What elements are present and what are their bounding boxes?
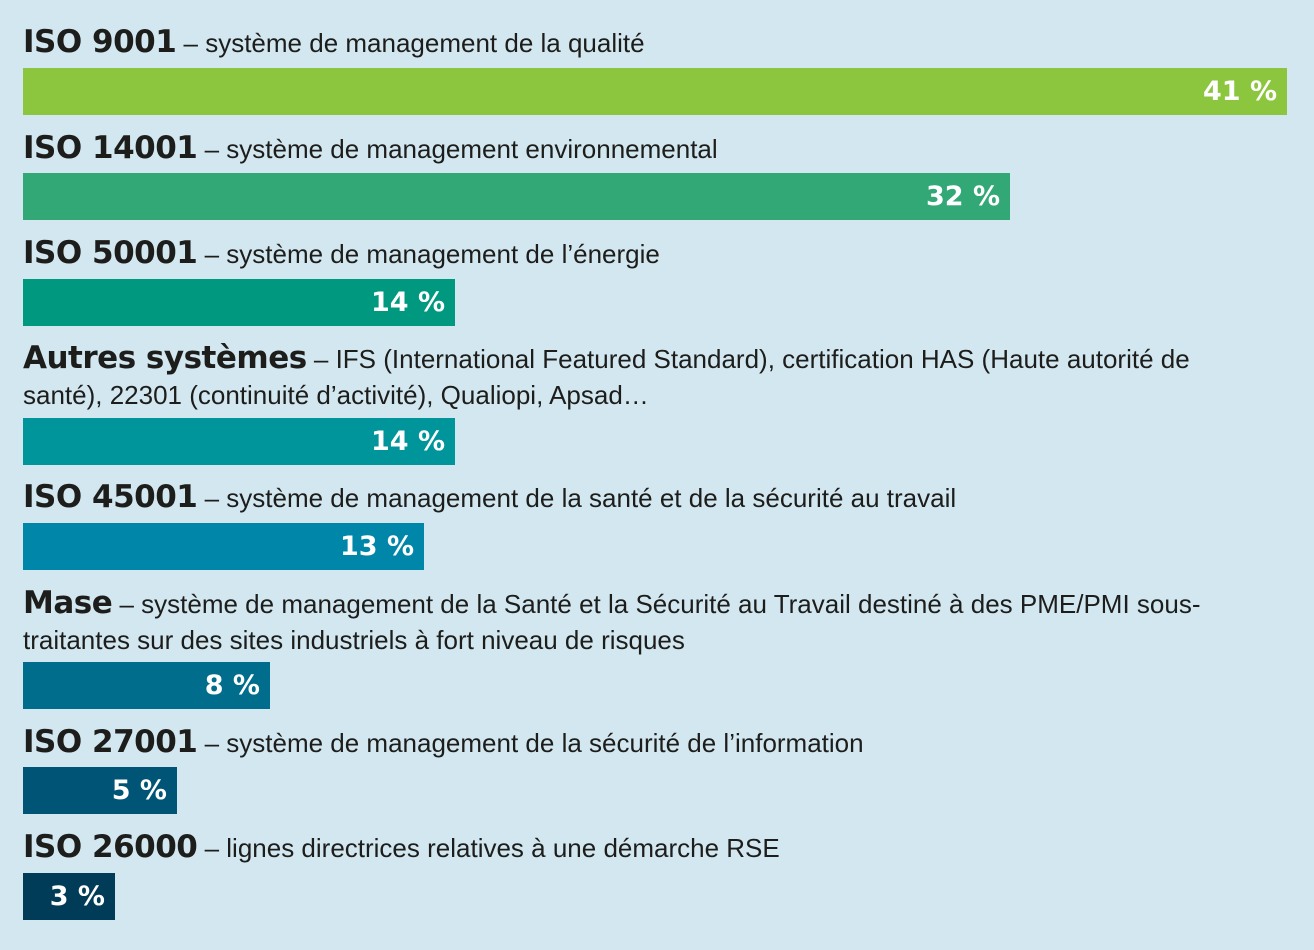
category-description: – système de management de la qualité <box>176 28 645 58</box>
category-label: Autres systèmes – IFS (International Fea… <box>23 340 1243 413</box>
bar-value-label: 14 % <box>370 426 445 457</box>
category-name: ISO 14001 <box>23 130 198 166</box>
category-name: ISO 27001 <box>23 724 198 760</box>
category-label: ISO 26000 – lignes directrices relatives… <box>23 829 1243 866</box>
bar-value-label: 32 % <box>925 181 1000 212</box>
category-description: – système de management de la Santé et l… <box>23 589 1201 655</box>
category-name: ISO 45001 <box>23 479 198 515</box>
category-name: Autres systèmes <box>23 340 307 376</box>
bar: 41 % <box>23 68 1287 115</box>
category-description: – système de management de la sécurité d… <box>197 728 864 758</box>
bar: 14 % <box>23 279 455 326</box>
category-description: – système de management de la santé et d… <box>197 483 957 513</box>
bar: 8 % <box>23 662 270 709</box>
bar: 5 % <box>23 767 177 814</box>
category-label: ISO 9001 – système de management de la q… <box>23 24 1243 61</box>
bar: 3 % <box>23 873 115 920</box>
category-name: ISO 9001 <box>23 24 177 60</box>
category-name: ISO 26000 <box>23 829 198 865</box>
bar-value-label: 13 % <box>339 531 414 562</box>
bar: 13 % <box>23 523 424 570</box>
category-description: – lignes directrices relatives à une dém… <box>197 833 780 863</box>
bar-value-label: 41 % <box>1202 76 1277 107</box>
category-name: ISO 50001 <box>23 235 198 271</box>
category-label: ISO 14001 – système de management enviro… <box>23 130 1243 167</box>
category-label: ISO 27001 – système de management de la … <box>23 724 1243 761</box>
bar-value-label: 8 % <box>204 670 260 701</box>
category-label: Mase – système de management de la Santé… <box>23 585 1243 658</box>
category-label: ISO 50001 – système de management de l’é… <box>23 235 1243 272</box>
bar-value-label: 5 % <box>111 775 167 806</box>
bar: 32 % <box>23 173 1010 220</box>
bar-value-label: 14 % <box>370 287 445 318</box>
category-label: ISO 45001 – système de management de la … <box>23 479 1243 516</box>
category-description: – système de management de l’énergie <box>197 239 660 269</box>
bar: 14 % <box>23 418 455 465</box>
category-description: – système de management environnemental <box>197 134 718 164</box>
bar-value-label: 3 % <box>49 881 105 912</box>
category-name: Mase <box>23 585 113 621</box>
category-description: – IFS (International Featured Standard),… <box>23 344 1190 410</box>
